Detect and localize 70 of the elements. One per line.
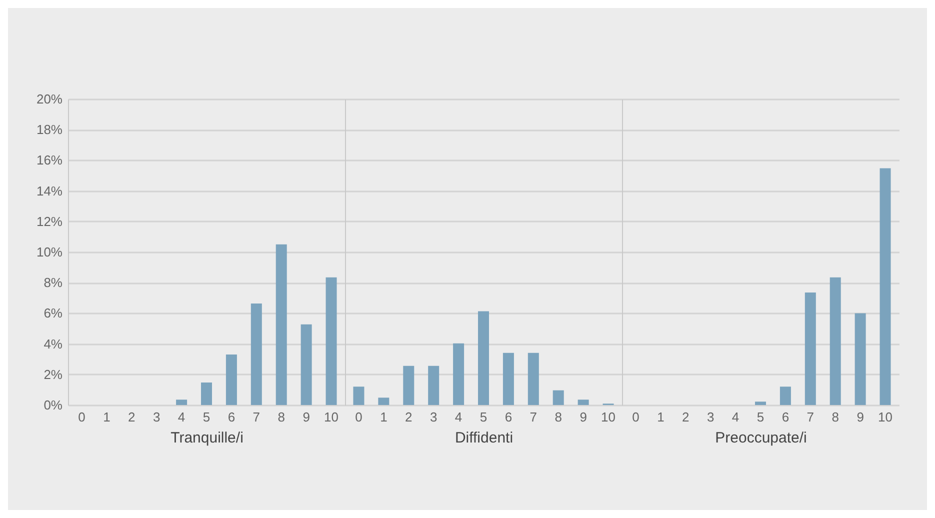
x-tick-label: 7	[252, 410, 260, 424]
bar	[403, 366, 414, 405]
x-tick-label: 4	[178, 410, 186, 424]
x-axis-title: Preoccupate/i	[715, 430, 807, 446]
bar	[300, 324, 312, 405]
x-tick-label: 7	[530, 410, 538, 424]
x-tick-label: 9	[856, 410, 864, 424]
x-tick-label: 8	[554, 410, 562, 424]
bar	[854, 313, 866, 405]
y-tick-label: 14%	[36, 183, 63, 198]
x-tick-label: 5	[756, 410, 764, 424]
x-tick-label: 6	[228, 410, 236, 424]
y-tick-label: 2%	[44, 366, 63, 382]
x-tick-label: 9	[302, 410, 310, 424]
bar	[176, 400, 188, 405]
bar	[378, 398, 390, 405]
bar	[428, 366, 440, 405]
bar	[250, 304, 262, 405]
bar	[276, 244, 287, 405]
x-tick-label: 9	[580, 410, 587, 424]
x-tick-label: 1	[657, 410, 664, 424]
x-tick-label: 1	[380, 410, 388, 424]
x-tick-label: 0	[355, 410, 362, 424]
x-tick-label: 10	[324, 410, 339, 424]
bar	[201, 382, 212, 405]
y-tick-label: 16%	[36, 152, 63, 168]
bar	[326, 277, 337, 405]
x-axis-title: Tranquille/i	[170, 430, 244, 446]
y-tick-label: 6%	[44, 306, 63, 321]
y-tick-label: 20%	[36, 92, 63, 106]
y-tick-label: 8%	[44, 275, 63, 290]
x-tick-label: 1	[103, 410, 110, 424]
bar	[830, 277, 841, 405]
x-tick-label: 7	[806, 410, 814, 424]
x-tick-label: 3	[706, 410, 714, 424]
y-tick-label: 18%	[36, 122, 63, 138]
x-tick-label: 0	[632, 410, 640, 424]
x-tick-label: 8	[278, 410, 285, 424]
x-tick-label: 0	[78, 410, 86, 424]
x-axis-title: Diffidenti	[454, 430, 514, 446]
x-tick-label: 10	[601, 410, 616, 424]
bar	[528, 352, 539, 405]
x-tick-label: 6	[782, 410, 790, 424]
bar	[880, 168, 891, 405]
x-tick-label: 4	[732, 410, 740, 424]
bar	[502, 352, 514, 405]
bar	[552, 390, 564, 405]
bar	[353, 386, 364, 405]
x-tick-label: 4	[454, 410, 462, 424]
bar	[453, 343, 464, 405]
y-tick-label: 4%	[44, 336, 63, 352]
x-tick-label: 10	[878, 410, 893, 424]
bar	[226, 354, 237, 405]
y-tick-label: 0%	[44, 398, 63, 412]
x-tick-label: 2	[405, 410, 412, 424]
y-tick-label: 12%	[36, 214, 63, 229]
bar	[780, 386, 791, 405]
bar	[804, 292, 816, 405]
x-tick-label: 6	[504, 410, 512, 424]
x-tick-label: 3	[152, 410, 160, 424]
bar	[755, 402, 766, 405]
x-tick-label: 3	[430, 410, 438, 424]
x-tick-label: 5	[202, 410, 210, 424]
bar	[478, 311, 489, 405]
x-tick-label: 8	[832, 410, 839, 424]
x-tick-label: 5	[480, 410, 488, 424]
x-tick-label: 2	[682, 410, 690, 424]
y-tick-label: 10%	[36, 244, 63, 260]
bar	[578, 400, 589, 405]
x-tick-label: 2	[128, 410, 136, 424]
